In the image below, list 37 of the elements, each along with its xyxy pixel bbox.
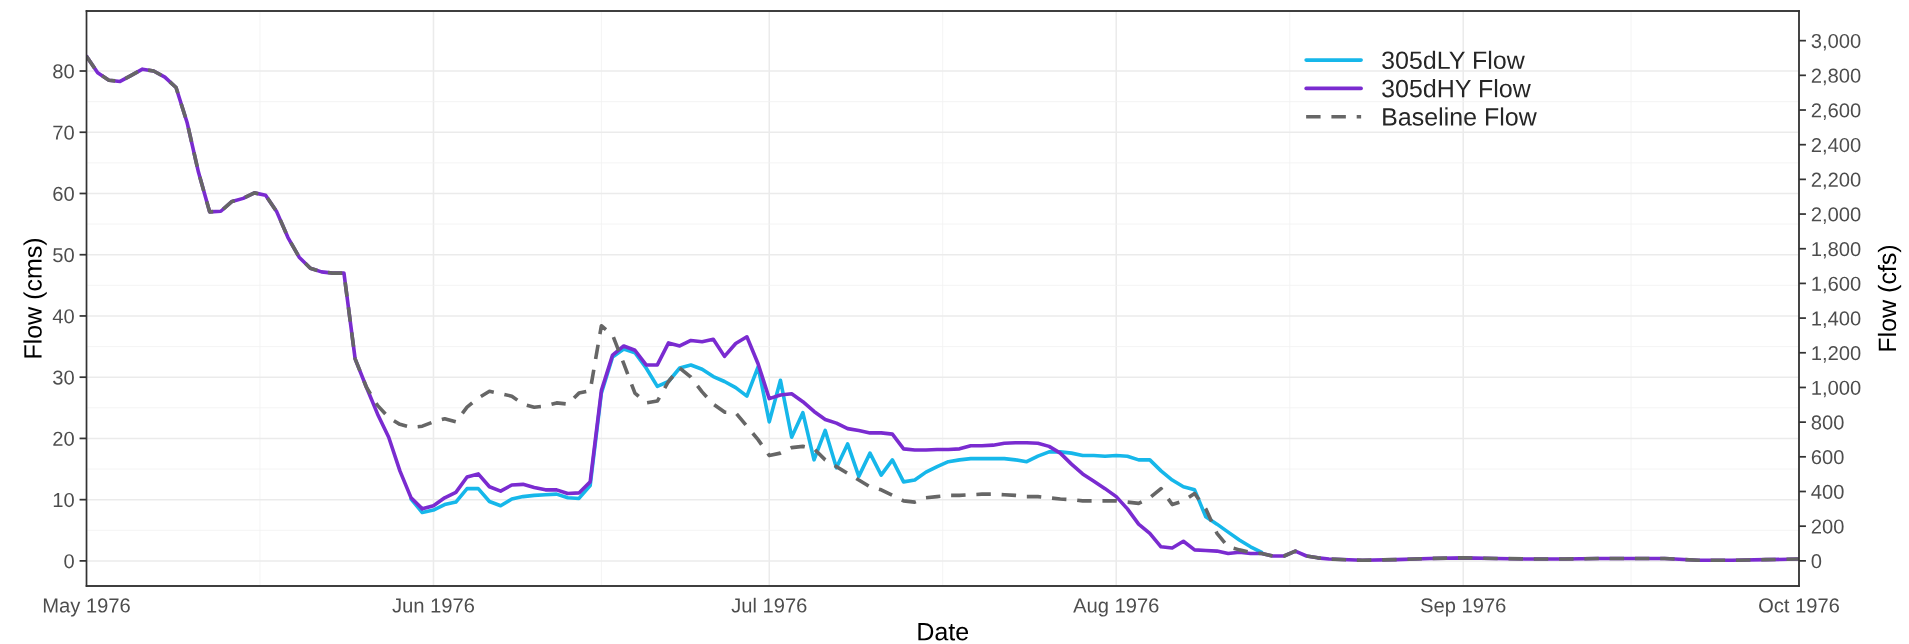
y2-tick-label: 3,000 xyxy=(1811,33,1861,51)
y-tick-label: 30 xyxy=(53,370,74,385)
y-tick-label: 40 xyxy=(52,309,74,324)
y2-tick-label: 1,000 xyxy=(1812,380,1861,398)
x-tick-label: Sep 1976 xyxy=(1421,598,1506,617)
y2-tick-label: 200 xyxy=(1811,519,1844,534)
y2-tick-label: 1,400 xyxy=(1812,311,1861,328)
y2-tick-label: 2,200 xyxy=(1811,172,1861,190)
y-tick-label: 70 xyxy=(53,125,74,140)
y2-tick-label: 2,600 xyxy=(1811,103,1861,120)
x-tick-label: May 1976 xyxy=(43,598,130,617)
y-tick-label: 20 xyxy=(53,431,74,446)
y2-tick-label: 0 xyxy=(1811,554,1822,569)
legend-label: Baseline Flow xyxy=(1383,107,1537,126)
y-tick-label: 80 xyxy=(53,64,74,79)
y-tick-label: 60 xyxy=(53,186,74,201)
y2-tick-label: 400 xyxy=(1811,484,1844,499)
y2-tick-label: 2,000 xyxy=(1811,207,1861,224)
x-tick-label: Oct 1976 xyxy=(1759,598,1839,613)
y-tick-label: 50 xyxy=(53,247,74,263)
x-tick-label: Jul 1976 xyxy=(731,597,807,613)
y2-tick-label: 800 xyxy=(1811,415,1844,430)
y2-tick-label: 2,800 xyxy=(1811,68,1861,86)
y2-tick-label: 1,200 xyxy=(1812,346,1861,363)
y2-tick-label: 1,800 xyxy=(1812,241,1861,259)
y2-tick-label: 600 xyxy=(1811,450,1844,465)
y2-axis-title: Flow (cfs) xyxy=(1877,245,1902,351)
y-axis-title: Flow (cms) xyxy=(23,238,47,358)
y-tick-label: 0 xyxy=(64,554,74,569)
y2-tick-label: 1,600 xyxy=(1812,276,1861,294)
x-tick-label: Aug 1976 xyxy=(1073,598,1159,617)
x-axis-title: Date xyxy=(918,623,969,641)
legend-label: 305dHY Flow xyxy=(1382,79,1531,98)
legend-label: 305dLY Flow xyxy=(1382,50,1525,70)
y2-tick-label: 2,400 xyxy=(1811,137,1861,155)
y-tick-label: 10 xyxy=(53,492,74,508)
x-tick-label: Jun 1976 xyxy=(392,598,475,613)
